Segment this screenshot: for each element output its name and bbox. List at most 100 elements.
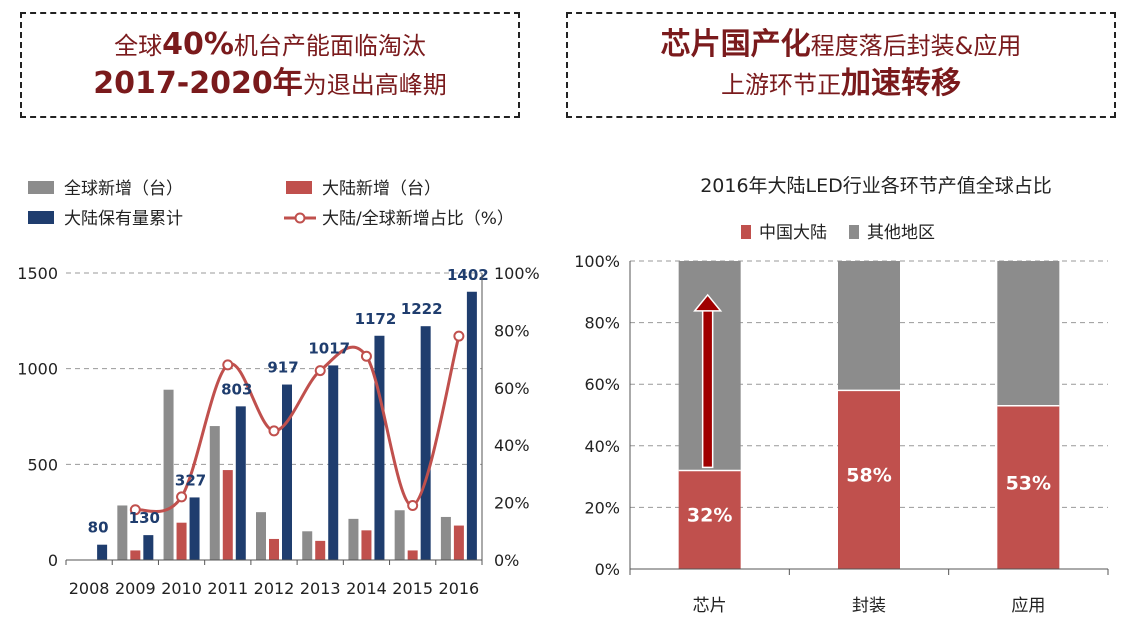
bar-mainland-total bbox=[235, 406, 246, 560]
bar-mainland-new bbox=[407, 550, 418, 560]
bar-mainland-new bbox=[269, 538, 279, 560]
data-label: 32% bbox=[687, 505, 732, 527]
bar-global-new bbox=[348, 518, 359, 560]
data-label: 1017 bbox=[308, 339, 350, 357]
bar-global-new bbox=[302, 531, 313, 560]
x-tick-label: 2012 bbox=[254, 579, 295, 598]
data-label: 1402 bbox=[447, 266, 489, 284]
data-label: 1222 bbox=[401, 300, 443, 318]
bar-mainland-total bbox=[328, 365, 339, 560]
x-tick-label: 2011 bbox=[207, 579, 248, 598]
data-label: 1172 bbox=[355, 310, 397, 328]
bar-mainland-new bbox=[222, 470, 233, 560]
share-line-marker bbox=[407, 499, 419, 511]
y-tick-right: 20% bbox=[494, 494, 530, 513]
y-tick-right: 80% bbox=[494, 321, 530, 340]
bar-mainland-total bbox=[466, 291, 477, 560]
y-tick: 40% bbox=[584, 437, 620, 456]
bar-global-new bbox=[440, 516, 451, 560]
legend-label: 大陆新增（台） bbox=[322, 179, 441, 199]
legend-label: 全球新增（台） bbox=[64, 179, 183, 199]
axes: 0% 20% 40% 60% 80% 100% 芯片 封装 应用 bbox=[574, 252, 1109, 616]
bars bbox=[97, 291, 477, 560]
headline-right-box: 芯片国产化程度落后封装&应用 上游环节正加速转移 bbox=[566, 12, 1116, 118]
x-tick-label: 2008 bbox=[69, 579, 110, 598]
data-label: 917 bbox=[267, 359, 298, 377]
data-label: 58% bbox=[846, 465, 891, 487]
y-tick: 80% bbox=[584, 314, 620, 333]
share-line-marker bbox=[268, 425, 280, 437]
y-tick: 20% bbox=[584, 498, 620, 517]
bar-mainland-new bbox=[130, 550, 141, 560]
bar-mainland-new bbox=[453, 525, 464, 560]
data-label: 80 bbox=[88, 519, 109, 537]
share-line-marker bbox=[222, 359, 234, 371]
legend-swatch bbox=[849, 225, 859, 239]
bar-mainland-total bbox=[97, 544, 108, 560]
bar-mainland-total bbox=[143, 535, 154, 560]
share-line-marker bbox=[129, 504, 141, 516]
bar-mainland-total bbox=[420, 326, 431, 560]
legend-swatch bbox=[741, 225, 751, 239]
headline-right-line1: 芯片国产化程度落后封装&应用 bbox=[660, 27, 1022, 62]
bars: 32% 58% 53% bbox=[678, 261, 1060, 569]
legend-label: 大陆保有量累计 bbox=[64, 209, 183, 229]
arrow-head-icon bbox=[693, 293, 723, 312]
y-tick-right: 40% bbox=[494, 436, 530, 455]
led-share-stacked-chart: 2016年大陆LED行业各环节产值全球占比 中国大陆 其他地区 32% 58% 53%… bbox=[574, 175, 1109, 616]
headline-right-line2: 上游环节正加速转移 bbox=[721, 66, 961, 101]
share-line-marker bbox=[360, 350, 372, 362]
x-tick-label: 2015 bbox=[392, 579, 433, 598]
bar-mainland-total bbox=[374, 335, 385, 560]
share-line-marker bbox=[176, 491, 188, 503]
data-label: 130 bbox=[129, 509, 160, 527]
chart-legend: 中国大陆 其他地区 bbox=[741, 223, 935, 243]
x-tick-label: 2010 bbox=[161, 579, 202, 598]
legend-label: 大陆/全球新增占比（%） bbox=[322, 209, 514, 229]
share-line-marker bbox=[314, 365, 326, 377]
bar-global-new bbox=[394, 510, 405, 560]
gridlines bbox=[66, 272, 482, 465]
share-line-marker bbox=[453, 330, 465, 342]
y-tick-left: 500 bbox=[27, 455, 58, 474]
x-tick-label: 2014 bbox=[346, 579, 387, 598]
bar-global-new bbox=[163, 389, 174, 560]
y-tick-right: 60% bbox=[494, 379, 530, 398]
bar-mainland bbox=[997, 405, 1060, 569]
data-label: 53% bbox=[1006, 472, 1051, 494]
bar-mainland-total bbox=[282, 384, 292, 560]
legend-label: 中国大陆 bbox=[759, 223, 827, 243]
y-tick-left: 1000 bbox=[17, 360, 58, 379]
bar-mainland-new bbox=[315, 540, 326, 560]
bar-mainland bbox=[678, 470, 741, 569]
bar-mainland-new bbox=[361, 530, 372, 560]
data-label: 327 bbox=[175, 471, 206, 489]
y-tick-left: 0 bbox=[48, 551, 58, 570]
x-tick-label: 2016 bbox=[439, 579, 480, 598]
x-tick-label: 封装 bbox=[852, 596, 886, 616]
x-tick-label: 2009 bbox=[115, 579, 156, 598]
bar-global-new bbox=[209, 426, 220, 560]
bar-other bbox=[997, 261, 1060, 406]
legend-swatch bbox=[28, 181, 54, 194]
y-tick: 100% bbox=[574, 252, 620, 271]
equipment-combo-chart: 全球新增（台） 大陆新增（台） 大陆保有量累计 大陆/全球新增占比（%） 80 130 3… bbox=[17, 179, 539, 598]
bar-global-new bbox=[117, 505, 128, 560]
legend-swatch bbox=[28, 211, 54, 224]
headline-left-box: 全球40%机台产能面临淘汰 2017-2020年为退出高峰期 bbox=[20, 12, 520, 118]
share-line bbox=[129, 330, 465, 516]
chart-legend: 全球新增（台） 大陆新增（台） 大陆保有量累计 大陆/全球新增占比（%） bbox=[28, 179, 514, 229]
bar-global-new bbox=[256, 512, 266, 560]
x-tick-label: 芯片 bbox=[693, 596, 727, 616]
legend-label: 其他地区 bbox=[867, 223, 935, 243]
chart-title: 2016年大陆LED行业各环节产值全球占比 bbox=[700, 175, 1052, 197]
y-tick-right: 0% bbox=[494, 551, 519, 570]
axes: 0 500 1000 1500 0% 20% 40% 60% 80% 100% 2008 2009 20… bbox=[17, 264, 539, 598]
y-tick: 0% bbox=[595, 560, 620, 579]
bar-mainland-total bbox=[189, 497, 200, 560]
x-tick-label: 应用 bbox=[1011, 596, 1045, 616]
bar-mainland bbox=[838, 390, 900, 569]
legend-marker bbox=[294, 212, 306, 224]
bar-other bbox=[838, 261, 900, 391]
